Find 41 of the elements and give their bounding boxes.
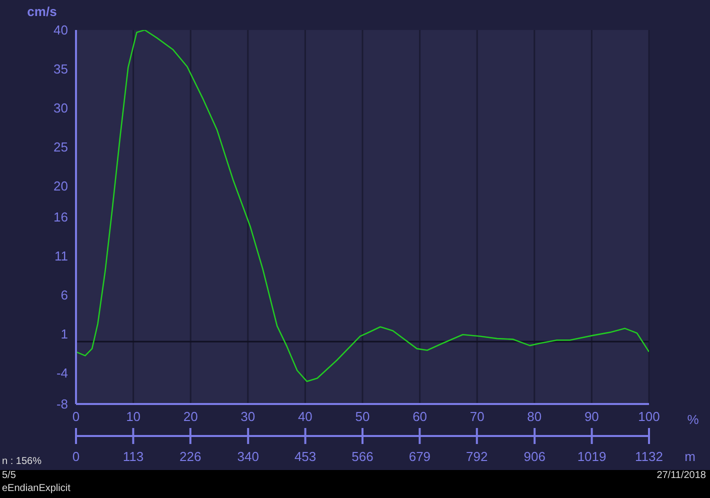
x-axis-title: % [687,412,700,427]
x-tick-label: 70 [470,409,484,424]
x-tick-label: 90 [584,409,599,424]
y-tick-label: 1 [60,326,68,342]
y-axis-title: cm/s [27,4,57,19]
x2-axis-title: m [684,449,696,464]
text: 5/5 [2,470,16,481]
text: 27/11/2018 [656,470,706,481]
x-tick-label: 60 [412,409,428,424]
y-tick-label: 40 [54,22,68,38]
y-tick-label: 25 [54,139,68,154]
x2-tick-label: 906 [524,449,546,464]
y-tick-label: -8 [56,396,68,412]
x-tick-label: 50 [355,409,370,424]
x2-tick-label: 226 [180,449,202,464]
x-tick-label: 0 [72,409,80,424]
x2-tick-label: 566 [352,449,374,464]
x-tick-label: 30 [240,409,256,424]
y-tick-label: 35 [54,62,68,77]
x2-tick-label: 1132 [635,449,663,464]
x-tick-label: 100 [638,409,660,424]
x-tick-label: 40 [298,409,312,424]
x2-tick-label: 679 [408,449,431,464]
y-tick-label: 30 [54,100,68,116]
text: eEndianExplicit [2,483,70,494]
y-tick-label: 20 [54,178,68,194]
x2-tick-label: 0 [72,449,80,464]
line-series [76,30,649,382]
x-tick-label: 10 [126,409,141,424]
x2-tick-label: 792 [466,449,488,464]
y-tick-label: 16 [54,210,68,225]
x2-tick-label: 113 [122,449,144,464]
y-tick-label: 6 [60,288,68,303]
x-tick-label: 20 [183,409,198,424]
x-tick-label: 80 [527,409,542,424]
x2-tick-label: 1019 [577,449,606,464]
text: n : 156% [2,456,42,467]
x2-tick-label: 340 [237,449,259,464]
y-tick-label: -4 [56,365,68,380]
y-tick-label: 11 [54,248,68,264]
x2-tick-label: 453 [294,449,316,464]
